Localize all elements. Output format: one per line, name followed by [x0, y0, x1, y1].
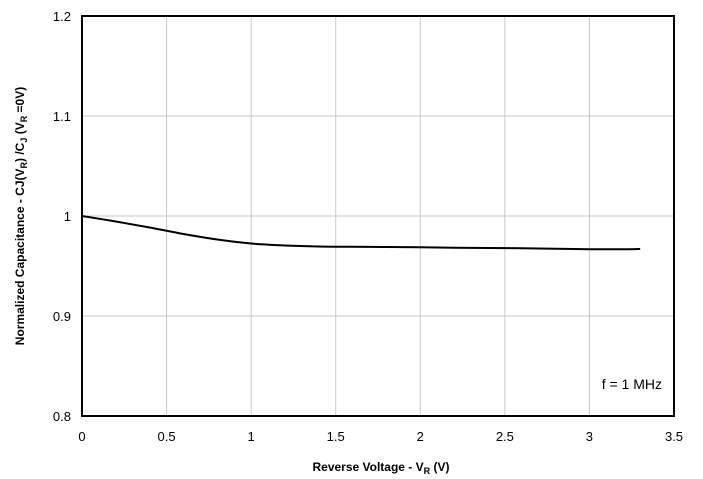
x-tick-label: 1: [248, 429, 255, 444]
x-tick-label: 2.5: [496, 429, 514, 444]
series-group: [81, 215, 641, 251]
x-tick-labels: 0 0.5 1 1.5 2 2.5 3 3.5: [78, 429, 683, 444]
frequency-annotation: f = 1 MHz: [602, 376, 662, 392]
y-tick-label: 1.1: [53, 109, 71, 124]
grid-lines: [82, 16, 674, 416]
x-axis-title: Reverse Voltage - VR (V): [312, 460, 449, 476]
y-tick-label: 1.2: [53, 9, 71, 24]
y-tick-label: 0.8: [53, 409, 71, 424]
y-tick-label: 0.9: [53, 309, 71, 324]
plot-area-frame: [81, 15, 675, 417]
x-tick-label: 0: [78, 429, 85, 444]
y-tick-label: 1: [64, 209, 71, 224]
y-axis-title: Normalized Capacitance - CJ(VR) /CJ (VR …: [13, 87, 29, 345]
x-tick-label: 2: [417, 429, 424, 444]
x-tick-label: 3: [586, 429, 593, 444]
x-tick-label: 1.5: [327, 429, 345, 444]
y-tick-labels: 0.8 0.9 1 1.1 1.2: [53, 9, 71, 424]
series-line-0: [81, 215, 641, 251]
x-tick-label: 3.5: [665, 429, 683, 444]
x-tick-label: 0.5: [158, 429, 176, 444]
